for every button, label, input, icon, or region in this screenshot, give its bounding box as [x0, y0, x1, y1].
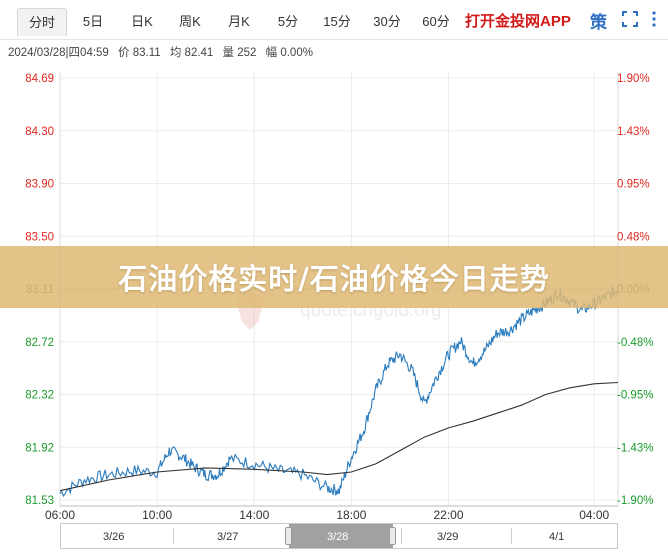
navigator-divider — [173, 528, 174, 544]
open-app-link[interactable]: 打开金投网APP — [465, 13, 571, 30]
x-tick-label: 04:00 — [579, 508, 609, 522]
navigator-right-handle[interactable] — [389, 527, 396, 545]
tab-intraday[interactable]: 分时 — [17, 8, 67, 36]
quote-info-line: 2024/03/28|四04:59 价 83.11 均 82.41 量 252 … — [8, 44, 319, 60]
quote-price: 价 83.11 — [118, 47, 161, 59]
y-tick-label: 82.32 — [25, 390, 54, 402]
y-tick-label: 1.43% — [617, 126, 650, 138]
navigator-divider — [511, 528, 512, 544]
tab-5min[interactable]: 5分 — [277, 14, 299, 29]
tab-60min[interactable]: 60分 — [422, 14, 450, 29]
fullscreen-icon[interactable] — [622, 11, 638, 27]
time-navigator[interactable]: 3/26 3/27 3/28 3/29 4/1 — [60, 523, 618, 549]
x-tick-label: 22:00 — [433, 508, 463, 522]
price-line — [59, 286, 619, 498]
title-banner: 石油价格实时/石油价格今日走势 — [0, 246, 668, 308]
quote-change: 幅 0.00% — [265, 47, 313, 59]
tab-monthly-k[interactable]: 月K — [228, 14, 250, 29]
y-tick-label: 83.50 — [25, 231, 54, 243]
x-tick-label: 06:00 — [45, 508, 75, 522]
y-tick-label: 81.53 — [25, 495, 54, 507]
navigator-left-handle[interactable] — [285, 527, 292, 545]
y-tick-label: -1.43% — [617, 442, 653, 454]
navigator-date-label: 3/28 — [327, 531, 349, 543]
tab-15min[interactable]: 15分 — [323, 14, 351, 29]
y-tick-label: 0.95% — [617, 179, 650, 191]
tab-weekly-k[interactable]: 周K — [179, 14, 201, 29]
y-tick-label: 81.92 — [25, 442, 54, 454]
tab-30min[interactable]: 30分 — [373, 14, 401, 29]
x-tick-label: 10:00 — [142, 508, 172, 522]
y-tick-label: -1.90% — [617, 495, 653, 507]
y-tick-label: -0.48% — [617, 337, 653, 349]
navigator-divider — [401, 528, 402, 544]
tab-5day[interactable]: 5日 — [82, 14, 104, 29]
x-tick-label: 14:00 — [239, 508, 269, 522]
strategy-icon[interactable]: 策 — [590, 13, 607, 33]
average-line — [59, 381, 619, 492]
chart-series — [59, 286, 619, 498]
y-axis-left: 84.6984.3083.9083.5083.1182.7282.3281.92… — [25, 73, 54, 507]
quote-average: 均 82.41 — [169, 47, 214, 59]
x-tick-label: 18:00 — [336, 508, 366, 522]
navigator-date-label: 3/29 — [437, 531, 459, 543]
more-menu-icon[interactable] — [652, 11, 656, 27]
x-axis: 06:00 10:00 14:00 18:00 22:00 04:00 — [45, 505, 618, 522]
y-tick-label: 0.48% — [617, 231, 650, 243]
tab-daily-k[interactable]: 日K — [131, 14, 153, 29]
y-axis-right: 1.90%1.43%0.95%0.48%0.00%-0.48%-0.95%-1.… — [617, 73, 653, 507]
period-tab-bar: 分时 5日 日K 周K 月K 5分 15分 30分 60分 打开金投网APP 策 — [0, 0, 668, 40]
quote-datetime: 2024/03/28|四04:59 — [8, 47, 109, 59]
y-tick-label: 83.90 — [25, 179, 54, 191]
navigator-date-label: 3/26 — [103, 531, 125, 543]
banner-title: 石油价格实时/石油价格今日走势 — [118, 262, 550, 296]
y-tick-label: -0.95% — [617, 390, 653, 402]
y-tick-label: 84.30 — [25, 126, 54, 138]
quote-volume: 量 252 — [222, 47, 257, 59]
navigator-date-label: 3/27 — [217, 531, 239, 543]
navigator-date-label: 4/1 — [549, 531, 565, 543]
y-tick-label: 1.90% — [617, 73, 650, 85]
y-tick-label: 82.72 — [25, 337, 54, 349]
navigator-selected-window[interactable] — [289, 524, 393, 548]
y-tick-label: 84.69 — [25, 73, 54, 85]
